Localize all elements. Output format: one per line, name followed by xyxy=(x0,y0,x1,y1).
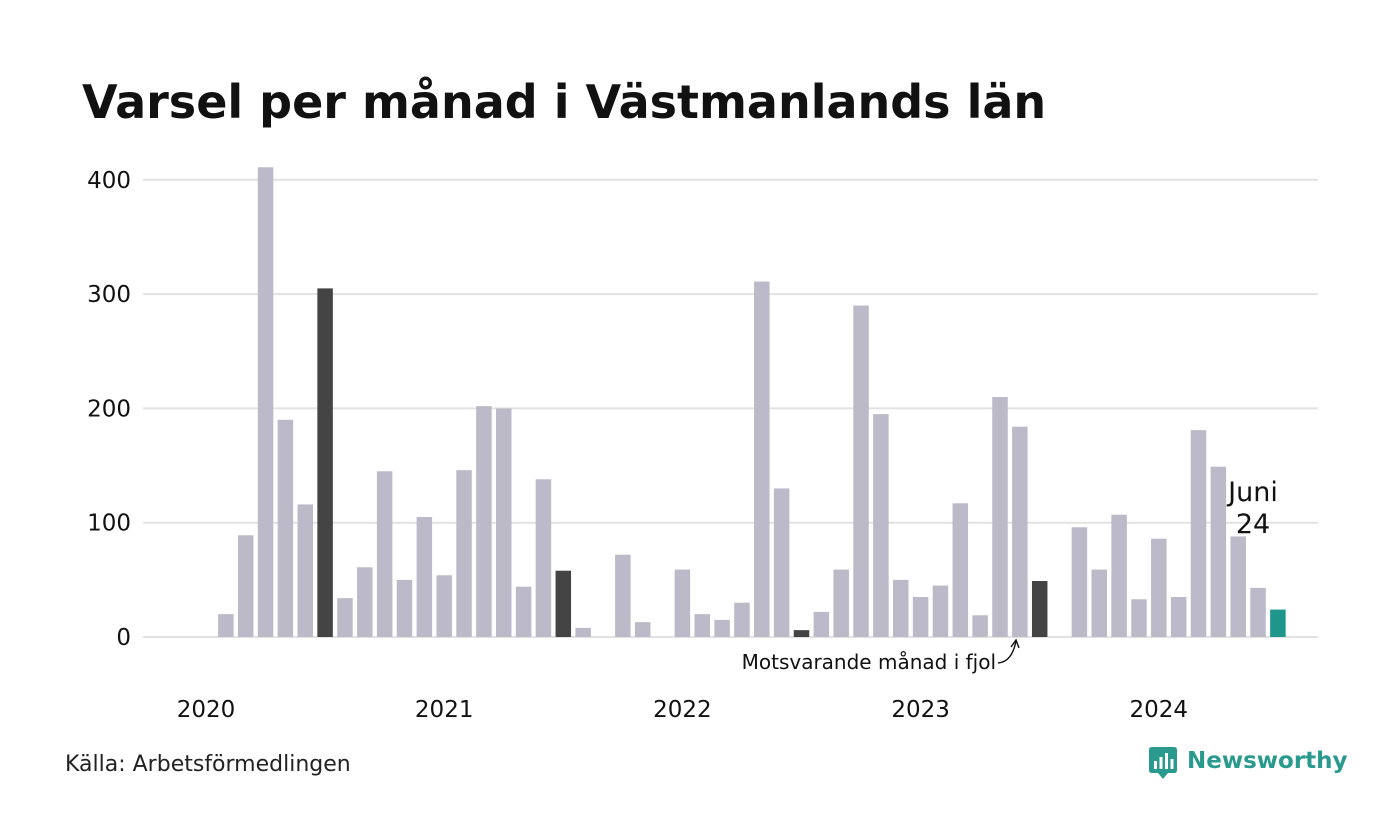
bar xyxy=(674,569,691,637)
y-tick-label: 400 xyxy=(87,168,131,194)
bar-current xyxy=(1270,609,1286,637)
x-tick-label: 2020 xyxy=(177,697,236,723)
bar xyxy=(1091,569,1107,637)
y-tick-label: 300 xyxy=(87,282,131,308)
bar xyxy=(297,504,313,637)
bar xyxy=(277,419,294,637)
bar xyxy=(416,516,433,637)
bar xyxy=(396,579,413,637)
chart-title: Varsel per månad i Västmanlands län xyxy=(82,75,1046,129)
bar xyxy=(893,579,909,637)
bar xyxy=(734,602,750,637)
current-year-label: 24 xyxy=(1236,509,1270,540)
brand-logo: Newsworthy xyxy=(1149,747,1348,779)
newsworthy-logo-icon xyxy=(1149,747,1177,779)
bar xyxy=(853,305,869,637)
bar xyxy=(515,586,532,637)
bars xyxy=(218,167,1286,638)
x-tick-label: 2022 xyxy=(653,697,712,723)
bar xyxy=(615,554,631,637)
current-month-label: Juni xyxy=(1226,477,1278,508)
bar xyxy=(992,396,1008,637)
bar xyxy=(952,503,969,637)
bar-same-month xyxy=(317,288,333,637)
current-month-callout: Juni 24 xyxy=(1226,477,1278,540)
bar-same-month xyxy=(1031,580,1048,637)
bar xyxy=(1151,538,1167,637)
bar xyxy=(1230,536,1246,637)
bar xyxy=(237,535,254,637)
y-axis: 0 100 200 300 400 xyxy=(87,168,131,651)
bar xyxy=(535,479,552,637)
bar xyxy=(1111,514,1127,637)
bar xyxy=(1190,430,1207,637)
bar xyxy=(833,569,849,637)
bar xyxy=(1210,466,1227,637)
source-note: Källa: Arbetsförmedlingen xyxy=(65,752,351,777)
bar xyxy=(912,596,929,637)
bar xyxy=(932,585,949,637)
bar xyxy=(496,408,512,637)
bar xyxy=(1170,596,1187,637)
same-month-annotation: Motsvarande månad i fjol xyxy=(742,638,1020,674)
x-tick-label: 2023 xyxy=(891,697,950,723)
y-tick-label: 200 xyxy=(87,396,131,422)
bar xyxy=(1012,426,1028,637)
bar xyxy=(634,622,651,637)
bar xyxy=(1071,527,1088,637)
bar xyxy=(813,611,830,637)
y-tick-label: 0 xyxy=(116,625,131,651)
bar xyxy=(754,281,770,637)
bar xyxy=(694,614,710,637)
bar xyxy=(257,167,274,638)
bar xyxy=(456,470,472,637)
brand-name: Newsworthy xyxy=(1187,748,1348,774)
bar xyxy=(357,567,373,637)
bar xyxy=(476,406,492,637)
bar xyxy=(218,614,234,637)
x-axis: 2020 2021 2022 2023 2024 xyxy=(177,697,1188,723)
bar xyxy=(873,414,889,637)
bar xyxy=(575,627,591,637)
bar xyxy=(972,615,988,637)
bar xyxy=(773,488,790,637)
annotation-arrow xyxy=(997,640,1017,664)
bar xyxy=(337,598,353,637)
annotation-arrowhead xyxy=(1010,638,1020,649)
y-tick-label: 100 xyxy=(87,511,131,537)
bar-same-month xyxy=(793,630,810,637)
x-tick-label: 2024 xyxy=(1130,697,1189,723)
same-month-annotation-label: Motsvarande månad i fjol xyxy=(742,650,996,674)
bar xyxy=(376,471,393,637)
bar xyxy=(1250,587,1266,637)
x-tick-label: 2021 xyxy=(415,697,474,723)
bar xyxy=(436,575,452,637)
bar xyxy=(1131,599,1147,637)
bar-same-month xyxy=(555,570,572,637)
bar xyxy=(714,619,730,637)
